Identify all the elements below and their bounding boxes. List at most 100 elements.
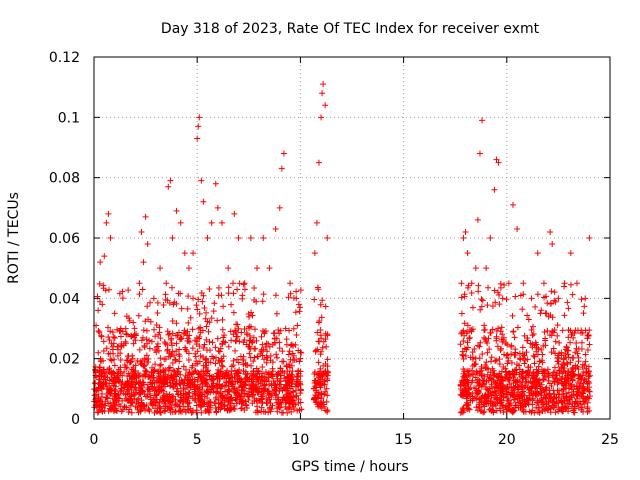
roti-point bbox=[315, 159, 322, 166]
roti-point bbox=[202, 315, 209, 322]
x-tick-label: 10 bbox=[291, 432, 309, 448]
roti-point bbox=[245, 397, 252, 404]
roti-point bbox=[234, 394, 241, 401]
roti-point bbox=[464, 339, 471, 346]
roti-point bbox=[484, 349, 491, 356]
roti-point bbox=[234, 391, 241, 398]
roti-point bbox=[501, 281, 508, 288]
roti-point bbox=[230, 280, 237, 287]
roti-point bbox=[104, 324, 111, 331]
roti-point bbox=[129, 372, 136, 379]
roti-point bbox=[565, 305, 572, 312]
roti-point bbox=[186, 370, 193, 377]
roti-point bbox=[490, 367, 497, 374]
roti-point bbox=[460, 235, 467, 241]
roti-point bbox=[472, 265, 479, 272]
roti-point bbox=[136, 381, 143, 388]
roti-point bbox=[287, 342, 294, 349]
roti-point bbox=[575, 354, 582, 361]
roti-point bbox=[485, 284, 492, 291]
roti-point bbox=[272, 225, 279, 232]
roti-point bbox=[324, 368, 331, 375]
roti-point bbox=[118, 387, 125, 394]
roti-point bbox=[218, 219, 225, 226]
roti-point bbox=[488, 354, 495, 361]
roti-point bbox=[539, 398, 546, 405]
roti-point bbox=[478, 371, 485, 378]
roti-point bbox=[267, 408, 274, 415]
x-tick-label: 15 bbox=[395, 432, 413, 448]
roti-point bbox=[178, 305, 185, 312]
roti-point bbox=[323, 343, 330, 350]
roti-point bbox=[168, 372, 175, 379]
roti-point bbox=[282, 398, 289, 405]
roti-point bbox=[525, 316, 532, 323]
roti-point bbox=[157, 405, 164, 412]
roti-point bbox=[469, 304, 476, 311]
roti-point bbox=[117, 357, 124, 364]
roti-point bbox=[520, 355, 527, 362]
roti-point bbox=[534, 408, 541, 415]
roti-point bbox=[505, 280, 512, 287]
roti-point bbox=[138, 360, 145, 367]
roti-point bbox=[532, 339, 539, 346]
roti-point bbox=[553, 399, 560, 406]
roti-point bbox=[539, 376, 546, 383]
roti-point bbox=[293, 378, 300, 385]
roti-point bbox=[317, 400, 324, 407]
roti-point bbox=[463, 376, 470, 383]
roti-point bbox=[543, 386, 550, 393]
roti-point bbox=[236, 338, 243, 345]
roti-point bbox=[131, 391, 138, 398]
roti-point bbox=[210, 355, 217, 362]
roti-point bbox=[103, 394, 110, 401]
roti-point bbox=[473, 395, 480, 402]
roti-point bbox=[167, 406, 174, 413]
roti-point bbox=[534, 351, 541, 358]
roti-point bbox=[277, 399, 284, 406]
roti-point bbox=[148, 369, 155, 376]
roti-point bbox=[317, 365, 324, 372]
roti-point bbox=[213, 394, 220, 401]
roti-point bbox=[97, 259, 104, 266]
roti-point bbox=[263, 348, 270, 355]
roti-point bbox=[96, 376, 103, 383]
roti-point bbox=[555, 360, 562, 367]
roti-point bbox=[230, 357, 237, 364]
roti-point bbox=[483, 359, 490, 366]
roti-point bbox=[105, 210, 112, 217]
roti-point bbox=[253, 298, 260, 305]
roti-point bbox=[286, 361, 293, 368]
roti-point bbox=[582, 351, 589, 358]
roti-point bbox=[462, 228, 469, 235]
roti-point bbox=[313, 399, 320, 406]
roti-point bbox=[212, 180, 219, 187]
roti-point bbox=[189, 345, 196, 352]
roti-point bbox=[193, 302, 200, 309]
roti-point bbox=[534, 250, 541, 257]
roti-point bbox=[225, 343, 232, 350]
roti-point bbox=[96, 364, 103, 371]
roti-point bbox=[203, 336, 210, 343]
roti-point bbox=[466, 334, 473, 341]
roti-point bbox=[315, 286, 322, 293]
roti-point bbox=[236, 280, 243, 287]
roti-point bbox=[242, 381, 249, 388]
roti-point bbox=[197, 404, 204, 411]
roti-point bbox=[322, 330, 329, 337]
roti-point bbox=[109, 370, 116, 377]
roti-point bbox=[530, 370, 537, 377]
roti-point bbox=[289, 350, 296, 357]
roti-point bbox=[269, 341, 276, 348]
roti-point bbox=[545, 313, 552, 320]
roti-point bbox=[206, 338, 213, 345]
roti-point bbox=[540, 403, 547, 410]
roti-point bbox=[538, 392, 545, 399]
roti-point bbox=[569, 400, 576, 407]
roti-point bbox=[515, 383, 522, 390]
roti-point bbox=[567, 339, 574, 346]
roti-point bbox=[133, 399, 140, 406]
roti-point bbox=[97, 364, 104, 371]
roti-point bbox=[470, 371, 477, 378]
roti-point bbox=[254, 353, 261, 360]
